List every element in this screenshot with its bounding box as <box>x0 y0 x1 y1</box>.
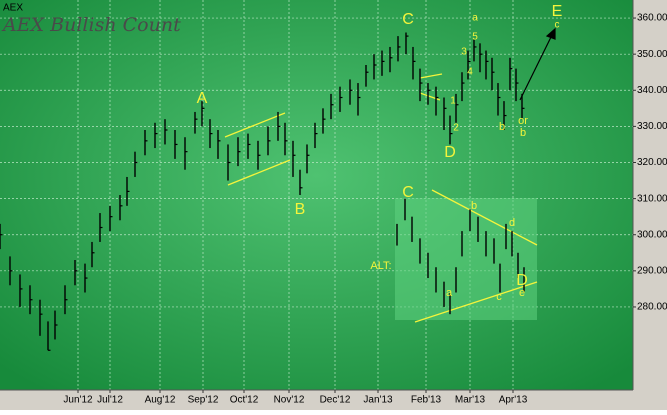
y-tick-label: 350.00 <box>637 49 667 60</box>
annotation: 1 <box>450 96 456 107</box>
alt-inset-box <box>395 198 537 320</box>
y-tick-label: 340.00 <box>637 85 667 96</box>
annotation: c <box>555 20 560 31</box>
x-tick-label: Jun'12 <box>63 395 93 406</box>
annotation: c <box>496 291 502 303</box>
annotation: or <box>518 115 528 127</box>
x-tick-label: Oct'12 <box>230 395 259 406</box>
chart-subtitle: AEX Bullish Count <box>1 14 181 36</box>
annotation: e <box>519 287 525 299</box>
x-tick-label: Feb'13 <box>411 395 442 406</box>
y-tick-label: 280.00 <box>637 302 667 313</box>
chart-title: AEX <box>3 3 23 14</box>
annotation: b <box>520 127 526 139</box>
annotation: C <box>402 11 414 28</box>
x-tick-label: Mar'13 <box>455 395 486 406</box>
annotation: D <box>444 144 456 161</box>
annotation: 5 <box>472 32 478 43</box>
x-tick-label: Apr'13 <box>499 395 528 406</box>
x-tick-label: Jul'12 <box>97 395 123 406</box>
x-tick-label: Jan'13 <box>363 395 393 406</box>
annotation: b <box>499 121 505 133</box>
y-tick-label: 310.00 <box>637 193 667 204</box>
annotation: C <box>402 184 414 201</box>
y-tick-label: 290.00 <box>637 265 667 276</box>
annotation: ALT: <box>370 260 391 272</box>
annotation: a <box>446 287 453 299</box>
annotation: d <box>509 217 515 229</box>
plot-area <box>0 0 633 390</box>
projection-arrow <box>519 27 556 101</box>
y-tick-label: 330.00 <box>637 121 667 132</box>
annotation: A <box>197 90 208 107</box>
y-tick-label: 320.00 <box>637 157 667 168</box>
annotation: E <box>552 3 563 20</box>
x-tick-label: Dec'12 <box>320 395 351 406</box>
x-tick-label: Sep'12 <box>188 395 219 406</box>
annotation: 4 <box>467 67 473 78</box>
x-tick-label: Aug'12 <box>145 395 176 406</box>
annotation: b <box>471 200 477 212</box>
annotation: D <box>516 272 528 289</box>
x-tick-label: Nov'12 <box>274 395 305 406</box>
annotation: 3 <box>461 47 467 58</box>
y-tick-label: 360.00 <box>637 13 667 24</box>
annotation: 2 <box>453 123 459 134</box>
y-tick-label: 300.00 <box>637 229 667 240</box>
annotation: a <box>472 13 478 24</box>
annotation: B <box>295 201 306 218</box>
